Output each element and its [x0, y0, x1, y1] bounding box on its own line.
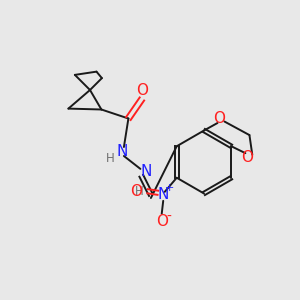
Text: N: N: [117, 144, 128, 159]
Text: -: -: [167, 210, 171, 224]
Text: O: O: [156, 214, 168, 229]
Text: +: +: [165, 183, 175, 193]
Text: N: N: [158, 187, 169, 202]
Text: N: N: [140, 164, 152, 179]
Text: O: O: [136, 83, 148, 98]
Text: H: H: [106, 152, 115, 165]
Text: O: O: [130, 184, 142, 199]
Text: O: O: [241, 150, 253, 165]
Text: H: H: [135, 185, 144, 198]
Text: O: O: [213, 111, 225, 126]
